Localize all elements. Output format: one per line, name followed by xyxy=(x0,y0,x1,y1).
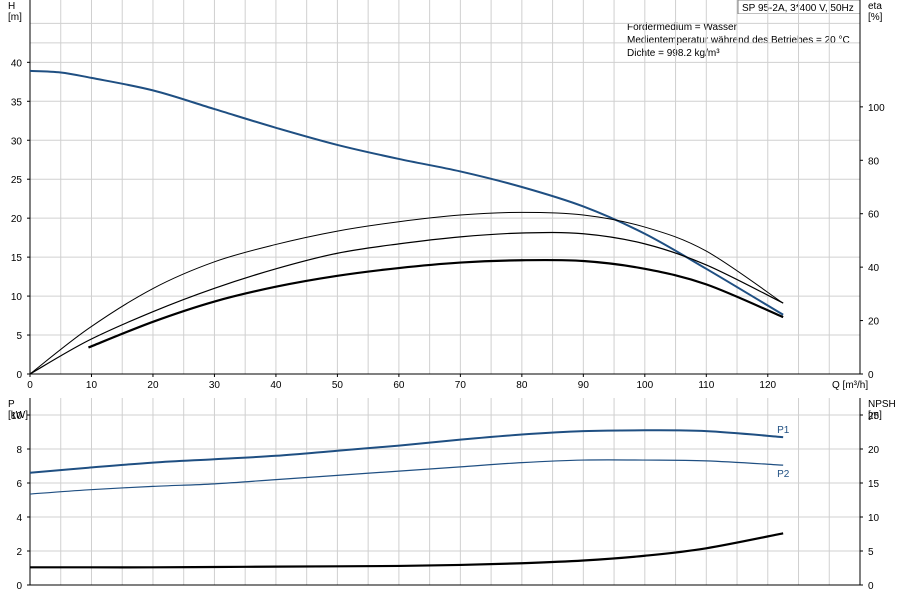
y-tick-label-right: 100 xyxy=(868,103,885,114)
header-title: SP 95-2A, 3*400 V, 50Hz xyxy=(742,3,854,14)
grid-layer xyxy=(30,0,860,585)
info-line-medium: Fördermedium = Wasser xyxy=(627,22,738,33)
x-tick-label: 40 xyxy=(270,380,282,391)
y-tick-label-left: 15 xyxy=(11,253,23,264)
y-tick-label-left: 10 xyxy=(11,292,23,303)
y-tick-label-left: 5 xyxy=(16,331,22,342)
y-axis-title-right: NPSH xyxy=(868,399,896,410)
y-tick-label-left: 40 xyxy=(11,58,23,69)
x-tick-label: 90 xyxy=(578,380,590,391)
y-tick-label-left: 4 xyxy=(16,513,22,524)
y-axis-title-left: P xyxy=(8,399,15,410)
x-tick-label: 120 xyxy=(759,380,776,391)
y-tick-label-right: 25 xyxy=(868,411,880,422)
info-line-density: Dichte = 998.2 kg/m³ xyxy=(627,48,720,59)
x-tick-label: 20 xyxy=(147,380,159,391)
y-tick-label-right: 15 xyxy=(868,479,880,490)
y-axis-title-left: H xyxy=(8,1,15,12)
y-axis-unit-right: [m] xyxy=(868,410,882,421)
x-tick-label: 10 xyxy=(86,380,98,391)
x-tick-label: 60 xyxy=(393,380,405,391)
series-line-top-1 xyxy=(29,211,784,375)
y-axis-unit-left: [kW] xyxy=(8,410,28,421)
y-tick-label-left: 10 xyxy=(11,411,23,422)
series-label-p1: P1 xyxy=(777,425,790,436)
y-axis-title-right: eta xyxy=(868,1,882,12)
y-axis-unit-left: [m] xyxy=(8,12,22,23)
y-tick-label-left: 25 xyxy=(11,175,23,186)
x-tick-label: 110 xyxy=(698,380,714,391)
y-tick-label-right: 80 xyxy=(868,156,880,167)
series-line-bottom-0 xyxy=(29,429,784,474)
y-tick-label-right: 5 xyxy=(868,547,874,558)
series-line-bottom-1 xyxy=(29,459,784,495)
x-tick-label: 80 xyxy=(516,380,528,391)
info-line-temperature: Medientemperatur während des Betriebes =… xyxy=(627,35,850,46)
y-tick-label-right: 40 xyxy=(868,263,880,274)
y-tick-label-left: 30 xyxy=(11,136,23,147)
x-tick-label: 100 xyxy=(636,380,653,391)
series-line-top-0 xyxy=(29,69,784,316)
y-tick-label-left: 20 xyxy=(11,214,23,225)
x-tick-label: 0 xyxy=(27,380,33,391)
x-axis-title: Q [m³/h] xyxy=(832,380,868,391)
y-tick-label-right: 0 xyxy=(868,370,874,381)
series-line-bottom-2 xyxy=(29,532,784,569)
y-tick-label-right: 10 xyxy=(868,513,880,524)
x-tick-label: 70 xyxy=(455,380,467,391)
y-tick-label-left: 0 xyxy=(16,581,22,592)
y-tick-label-left: 2 xyxy=(16,547,22,558)
y-tick-label-left: 6 xyxy=(16,479,22,490)
y-axis-unit-right: [%] xyxy=(868,12,883,23)
x-tick-label: 50 xyxy=(332,380,344,391)
x-tick-label: 30 xyxy=(209,380,221,391)
info-box: Fördermedium = Wasser Medientemperatur w… xyxy=(616,14,860,62)
series-line-top-3 xyxy=(88,258,784,349)
y-tick-label-right: 60 xyxy=(868,210,880,221)
y-tick-label-right: 20 xyxy=(868,445,880,456)
y-tick-label-left: 0 xyxy=(16,370,22,381)
series-label-p2: P2 xyxy=(777,469,790,480)
y-tick-label-right: 0 xyxy=(868,581,874,592)
y-tick-label-left: 8 xyxy=(16,445,22,456)
y-tick-label-left: 35 xyxy=(11,97,23,108)
series-layer: P1 P2 xyxy=(29,69,790,569)
series-line-top-2 xyxy=(29,231,784,375)
y-tick-label-right: 20 xyxy=(868,317,880,328)
